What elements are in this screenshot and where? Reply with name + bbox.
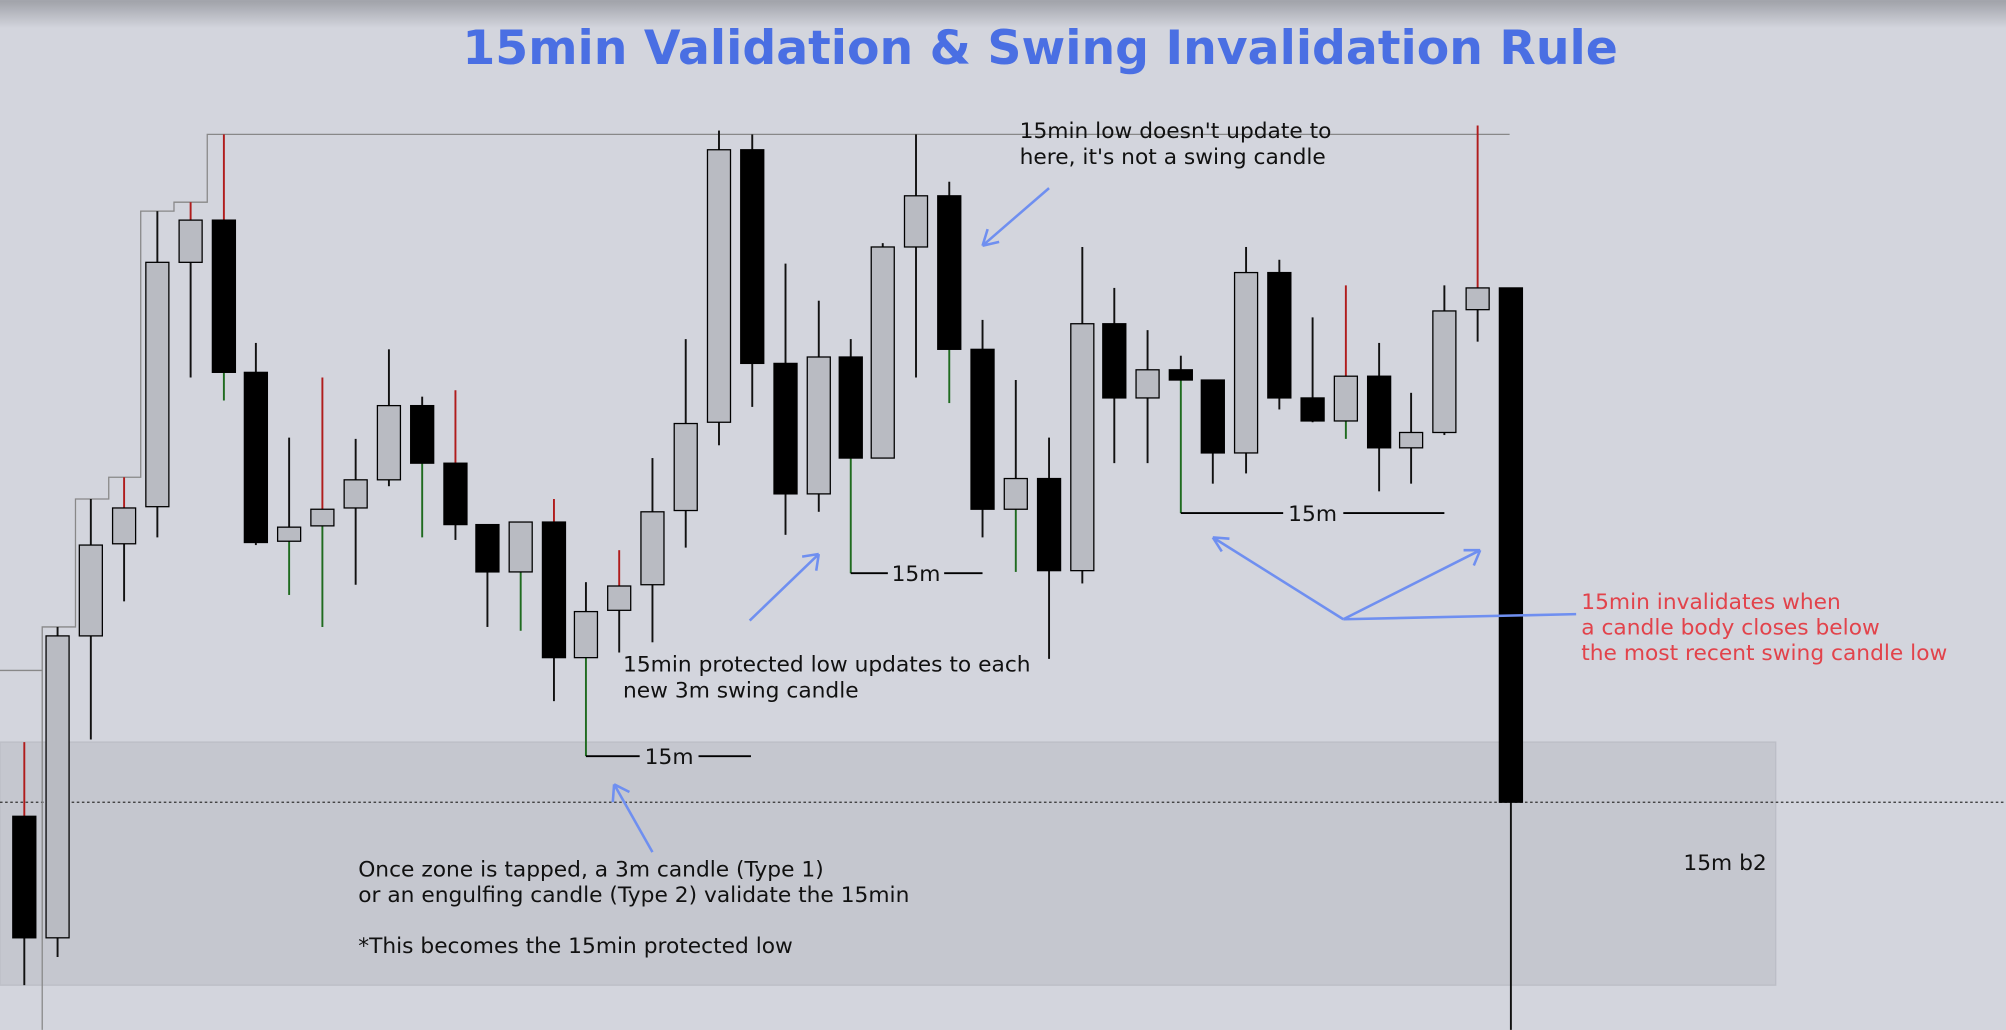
annotation: here, it's not a swing candle [1020, 145, 1326, 170]
candles [12, 125, 1524, 1030]
candle-body [607, 585, 632, 611]
candle-body [508, 521, 533, 573]
level-label: 15m [645, 745, 694, 770]
arrows [611, 187, 1577, 853]
annotation-red: a candle body closes below [1581, 616, 1880, 641]
candle-body [937, 195, 962, 350]
annotation: *This becomes the 15min protected low [358, 934, 793, 959]
candle-body [343, 479, 368, 509]
level-label: 15m [1288, 502, 1337, 527]
arrow [981, 187, 1050, 247]
annotation: Once zone is tapped, a 3m candle (Type 1… [358, 857, 823, 882]
candle-body [1168, 369, 1193, 381]
candle-body [1267, 271, 1292, 399]
candle-body [1003, 477, 1028, 510]
candle-body [276, 526, 302, 542]
arrow [1342, 548, 1482, 621]
candle-body [78, 544, 103, 637]
annotation: 15min protected low updates to each [623, 653, 1031, 678]
annotation: 15min low doesn't update to [1020, 119, 1332, 144]
candle-body [1465, 287, 1490, 311]
candle-body [773, 362, 798, 495]
candle-body [1498, 287, 1524, 803]
candle-body [903, 195, 929, 248]
demand-zone [0, 741, 1777, 986]
annotation-red: the most recent swing candle low [1581, 641, 1947, 666]
candle-body [410, 404, 435, 464]
arrow [1211, 536, 1344, 621]
candle-body [1200, 379, 1225, 454]
candle-body [806, 356, 831, 495]
candle-body [376, 404, 402, 481]
candle-body [45, 635, 70, 939]
candle-body [673, 422, 698, 512]
candle-body [243, 371, 269, 544]
candle-body [706, 149, 732, 423]
candle-body [111, 507, 137, 545]
arrow [748, 552, 821, 622]
candle-body [443, 462, 468, 526]
candle-body [573, 610, 599, 659]
candle-body [1398, 431, 1424, 449]
candle-body [640, 511, 665, 586]
candle-body [1036, 477, 1062, 572]
candle-body [145, 261, 170, 508]
candle-body [970, 348, 995, 510]
arrow-line [1343, 612, 1577, 621]
candle-body [1135, 369, 1160, 399]
candle-body [1102, 323, 1127, 399]
candle-body [1233, 271, 1259, 454]
candle-body [310, 508, 335, 527]
candle-body [12, 815, 37, 939]
arrow [611, 783, 654, 853]
candle-body [1070, 323, 1095, 572]
level-label: 15m [892, 562, 941, 587]
candle-body [1432, 310, 1457, 434]
title: 15min Validation & Swing Invalidation Ru… [462, 21, 1618, 76]
top-shade [0, 0, 2006, 29]
candle-body [1366, 375, 1392, 449]
candle-body [178, 219, 203, 263]
candle-body [740, 149, 765, 365]
candle-body [541, 521, 567, 659]
candle-body [1300, 397, 1325, 422]
candle-body [211, 219, 237, 373]
candle-body [1333, 375, 1359, 422]
candle-body [838, 356, 863, 459]
annotation: new 3m swing candle [623, 678, 859, 703]
annotation-red: 15min invalidates when [1581, 590, 1841, 615]
level-lines [585, 512, 1445, 758]
annotation: or an engulfing candle (Type 2) validate… [358, 883, 909, 908]
candle-body [475, 523, 500, 573]
zone-label: 15m b2 [1683, 851, 1766, 876]
candle-body [870, 246, 895, 459]
